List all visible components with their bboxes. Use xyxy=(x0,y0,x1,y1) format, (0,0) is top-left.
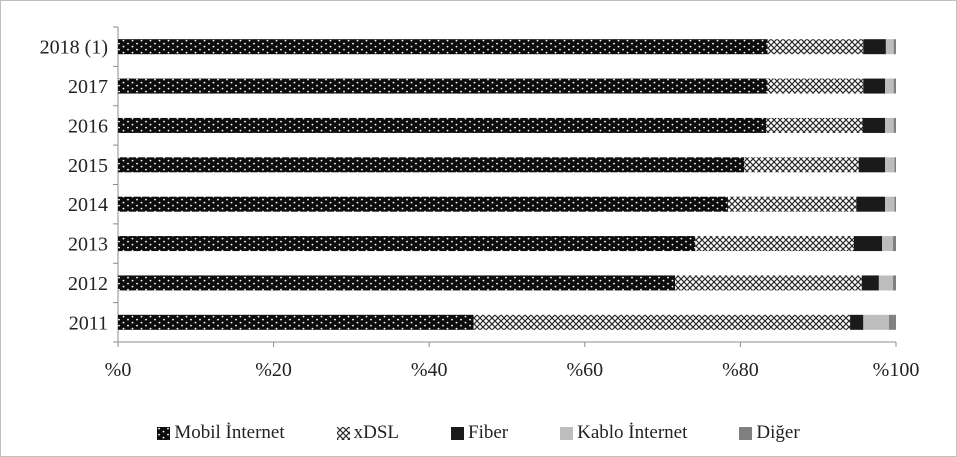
stacked-bar-chart: 2018 (1) 2017 2016 2015 2014 2013 2012 2011 %0 %2… xyxy=(40,26,920,381)
bar-segment-kablo-i-nternet xyxy=(863,314,889,330)
bar-segment-xdsl xyxy=(473,314,851,330)
bar-segment-fiber xyxy=(863,39,886,55)
y-tick-label: 2012 xyxy=(68,273,108,295)
bar-segment-di-er xyxy=(893,117,896,133)
x-tick-label: %100 xyxy=(873,359,920,381)
bar-segment-mobil-i-nternet xyxy=(118,39,768,55)
plot-area: 2018 (1) 2017 2016 2015 2014 2013 2012 2011 %0 %2… xyxy=(40,26,920,381)
bar-segment-di-er xyxy=(888,314,896,330)
bar-segment-kablo-i-nternet xyxy=(885,117,894,133)
y-tick-label: 2017 xyxy=(68,76,108,98)
legend-label: Kablo İnternet xyxy=(577,422,688,443)
bar-segment-mobil-i-nternet xyxy=(118,314,474,330)
bar-segment-mobil-i-nternet xyxy=(118,78,768,94)
legend-swatch xyxy=(451,426,465,440)
x-tick-label: %60 xyxy=(566,359,603,381)
x-tick-label: %20 xyxy=(255,359,292,381)
bar-segment-di-er xyxy=(893,78,896,94)
bar-segment-kablo-i-nternet xyxy=(885,196,895,212)
bar-segment-di-er xyxy=(893,39,896,55)
legend-item: Kablo İnternet xyxy=(560,422,687,444)
bar-segment-fiber xyxy=(858,157,886,173)
x-tick-label: %0 xyxy=(105,359,132,381)
x-tick-label: %80 xyxy=(722,359,759,381)
bar-segment-kablo-i-nternet xyxy=(885,39,894,55)
bar-segment-mobil-i-nternet xyxy=(118,196,728,212)
bar-segment-di-er xyxy=(892,236,896,252)
bar-segment-di-er xyxy=(894,196,896,212)
legend-item: Diğer xyxy=(739,422,800,444)
bar-segment-mobil-i-nternet xyxy=(118,236,696,252)
bar-segment-di-er xyxy=(892,275,896,291)
y-tick-label: 2018 (1) xyxy=(40,37,108,59)
bar-segment-fiber xyxy=(856,196,886,212)
legend-swatch xyxy=(336,426,350,440)
legend-item: xDSL xyxy=(336,422,400,444)
bar-segment-di-er xyxy=(894,157,896,173)
bar-segment-kablo-i-nternet xyxy=(885,157,895,173)
legend-item: Fiber xyxy=(451,422,508,444)
y-tick-label: 2015 xyxy=(68,155,108,177)
bar-segment-fiber xyxy=(862,117,886,133)
legend-item: Mobil İnternet xyxy=(157,422,285,444)
bar-segment-mobil-i-nternet xyxy=(118,275,676,291)
x-tick-label: %40 xyxy=(411,359,448,381)
bar-segment-kablo-i-nternet xyxy=(885,78,894,94)
legend-label: Fiber xyxy=(468,422,509,443)
bar-segment-fiber xyxy=(853,236,882,252)
bar-segment-fiber xyxy=(850,314,864,330)
y-tick-label: 2016 xyxy=(68,115,108,137)
bar-segment-xdsl xyxy=(695,236,854,252)
bar-segment-mobil-i-nternet xyxy=(118,157,745,173)
y-tick-label: 2014 xyxy=(68,194,108,216)
bar-segment-xdsl xyxy=(767,78,864,94)
legend-label: Mobil İnternet xyxy=(174,422,285,443)
bar-segment-kablo-i-nternet xyxy=(878,275,893,291)
legend: Mobil İnternet xDSL Fiber Kablo İnternet Diğ… xyxy=(0,420,957,446)
bar-segment-xdsl xyxy=(766,117,863,133)
bar-segment-xdsl xyxy=(744,157,859,173)
bar-segment-xdsl xyxy=(675,275,862,291)
legend-label: xDSL xyxy=(353,422,400,443)
legend-label: Diğer xyxy=(756,422,800,443)
bar-segment-xdsl xyxy=(727,196,857,212)
legend-swatch xyxy=(560,426,574,440)
bar-segment-mobil-i-nternet xyxy=(118,117,767,133)
bar-segment-xdsl xyxy=(767,39,864,55)
legend-swatch xyxy=(739,426,753,440)
bar-segment-fiber xyxy=(861,275,879,291)
y-tick-label: 2011 xyxy=(69,312,108,334)
y-tick-label: 2013 xyxy=(68,234,108,256)
bar-segment-fiber xyxy=(863,78,886,94)
legend-swatch xyxy=(157,426,171,440)
bar-segment-kablo-i-nternet xyxy=(881,236,893,252)
